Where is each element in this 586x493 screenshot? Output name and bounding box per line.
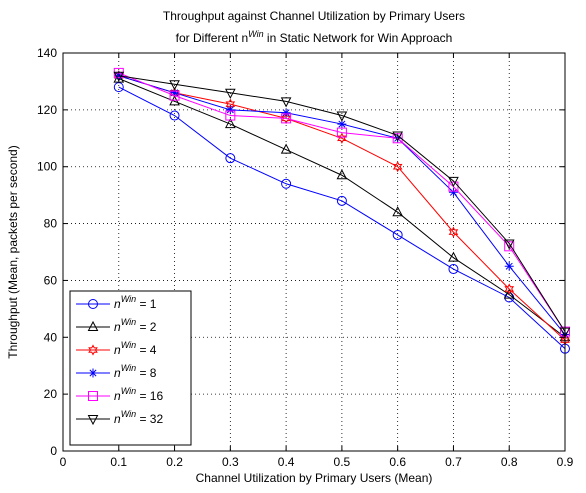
legend-label: nWin = 1 [114, 294, 157, 311]
y-tick-label: 120 [37, 103, 57, 117]
series-marker-square [281, 113, 292, 124]
chart-title-line-2: for Different nWin in Static Network for… [176, 29, 453, 45]
y-tick-label: 0 [50, 444, 57, 458]
x-tick-label: 0.2 [166, 455, 183, 469]
series-marker-hexagram [337, 132, 347, 144]
series-marker-triangle-up [225, 118, 236, 129]
chart-title-line-1: Throughput against Channel Utilization b… [163, 9, 465, 23]
series-line [118, 75, 566, 341]
series-marker-hexagram [392, 161, 403, 173]
axes-frame [62, 52, 566, 452]
tick-marks [62, 52, 566, 452]
series-marker-triangle-down [280, 97, 292, 108]
series-marker-triangle-down [448, 176, 459, 187]
x-tick-label: 0.5 [334, 455, 351, 469]
legend-label: nWin = 2 [114, 317, 157, 334]
series-1 [113, 82, 570, 354]
series-marker-square [169, 90, 180, 101]
series-line [118, 78, 566, 338]
legend-entry: nWin = 2 [76, 317, 157, 334]
x-tick-label: 0.7 [445, 455, 462, 469]
series-marker-triangle-up [392, 206, 403, 217]
series-marker-triangle-down [392, 131, 403, 142]
y-tick-label: 100 [37, 160, 57, 174]
y-axis-label: Throughput (Mean, packets per second) [6, 145, 20, 358]
series-marker-hexagram [504, 283, 515, 295]
series-marker-triangle-up [336, 169, 348, 180]
legend-entry: nWin = 1 [76, 294, 157, 311]
series-marker-triangle-down [336, 111, 348, 122]
series-line [118, 72, 566, 332]
y-tick-label: 140 [37, 46, 57, 60]
series-marker-triangle-down [225, 88, 236, 99]
series-line [118, 75, 566, 332]
x-tick-label: 0.1 [110, 455, 127, 469]
legend-entry: nWin = 32 [76, 409, 163, 426]
series-marker-hexagram [448, 226, 459, 238]
series-marker-triangle-down [87, 415, 99, 426]
series-marker-asterisk [281, 108, 291, 118]
series-marker-asterisk [114, 71, 124, 81]
series-marker-triangle-up [280, 143, 292, 154]
series-marker-asterisk [504, 261, 514, 271]
x-tick-label: 0.9 [557, 455, 574, 469]
series-marker-triangle-down [169, 80, 180, 91]
legend-entry: nWin = 8 [76, 363, 157, 380]
legend: nWin = 1 nWin = 2 nWin = 4 nWin = 8 nWin = 1… [69, 290, 192, 446]
series-marker-triangle-down [113, 71, 125, 82]
series-marker-asterisk [88, 368, 98, 378]
series-marker-square [336, 127, 347, 138]
tick-labels: 0 0.1 0.2 0.3 0.4 0.5 0.6 0.7 0.8 0.9 0 20 40 60 80 100… [37, 46, 574, 469]
x-axis-label: Channel Utilization by Primary Users (Me… [196, 471, 433, 485]
y-tick-label: 60 [44, 273, 58, 287]
series-marker-asterisk [225, 105, 235, 115]
series-marker-circle [281, 178, 292, 189]
x-tick-label: 0.8 [501, 455, 518, 469]
series-marker-circle [392, 229, 403, 240]
y-tick-label: 20 [44, 387, 58, 401]
series-marker-circle [169, 110, 180, 121]
series-marker-circle [336, 195, 347, 206]
legend-label: nWin = 32 [114, 409, 163, 426]
y-tick-label: 80 [44, 217, 58, 231]
legend-entry: nWin = 16 [76, 386, 163, 403]
series-marker-triangle-up [503, 288, 515, 299]
series-marker-square [88, 391, 98, 401]
legend-label: nWin = 8 [114, 363, 157, 380]
series-marker-square [504, 241, 515, 252]
series-marker-circle [113, 82, 124, 93]
series-marker-square [392, 133, 403, 144]
series-marker-triangle-up [87, 320, 99, 331]
series-marker-asterisk [448, 187, 458, 197]
x-tick-label: 0.3 [222, 455, 239, 469]
series-marker-circle [448, 264, 459, 275]
series-marker-asterisk [170, 88, 180, 98]
legend-entry: nWin = 4 [76, 340, 157, 357]
series-marker-triangle-up [448, 251, 459, 262]
x-tick-label: 0.6 [389, 455, 406, 469]
series-marker-triangle-down [503, 239, 515, 250]
series-line [118, 86, 566, 350]
series-marker-hexagram [88, 344, 98, 356]
x-tick-label: 0 [60, 455, 67, 469]
series-marker-circle [88, 299, 98, 309]
legend-label: nWin = 4 [114, 340, 157, 357]
series-marker-asterisk [337, 119, 347, 129]
x-tick-label: 0.4 [278, 455, 295, 469]
series-marker-circle [225, 153, 236, 164]
series-marker-square [225, 110, 236, 121]
legend-label: nWin = 16 [114, 386, 163, 403]
y-tick-label: 40 [44, 330, 58, 344]
